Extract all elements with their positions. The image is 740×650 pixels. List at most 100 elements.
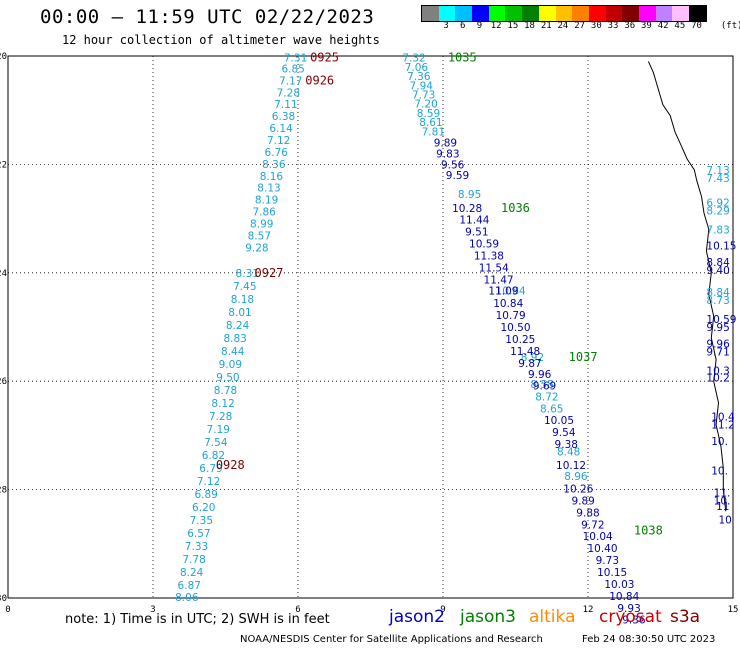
wave-height-value-light: 8.19 <box>255 195 278 207</box>
wave-height-value-light: 6.14 <box>269 123 293 135</box>
wave-height-value-dark: 10.40 <box>587 543 617 555</box>
y-tick-label: 30 <box>0 594 7 604</box>
wave-height-value-edge: 6.92 <box>706 197 729 209</box>
wave-height-value-light: 9.50 <box>216 372 239 384</box>
wave-height-value-dark: 9.96 <box>528 369 552 381</box>
wave-height-value-dark: 10.25 <box>505 334 535 346</box>
wave-height-value-edge: 8.84 <box>706 257 730 269</box>
pass-time-label: 1035 <box>448 51 477 65</box>
wave-height-value-dark: 10.15 <box>597 567 627 579</box>
wave-height-value-light: 8.92 <box>521 352 544 364</box>
wave-height-value-light: 6.89 <box>194 489 217 501</box>
wave-height-value-light: 8.18 <box>231 294 254 306</box>
wave-height-value-dark: 9.54 <box>552 427 576 439</box>
wave-height-value-light: 6.38 <box>272 111 295 123</box>
wave-height-value-light: 6.85 <box>281 63 304 75</box>
wave-height-value-light: 8.72 <box>535 391 558 403</box>
color-swatch <box>605 6 623 21</box>
wave-height-value-light: 7.45 <box>233 281 256 293</box>
satellite-cryosat-label: cryosat <box>599 607 662 627</box>
wave-height-value-light: 7.32 <box>402 53 425 65</box>
wave-height-value-dark: 10.26 <box>563 484 593 496</box>
wave-height-value-light: 7.28 <box>209 411 232 423</box>
wave-height-value-light: 8.31 <box>236 268 259 280</box>
wave-height-value-dark: 11.09 <box>488 286 518 298</box>
wave-height-value-light: 8.16 <box>260 171 284 183</box>
wave-height-value-light: 8.58 <box>530 379 553 391</box>
wave-height-value-edge: 10.2 <box>706 372 729 384</box>
color-swatch <box>588 6 606 21</box>
wave-height-value-dark: 10.28 <box>452 203 482 215</box>
wave-height-value-light: 7.31 <box>284 53 307 65</box>
color-swatch <box>455 6 473 21</box>
wave-height-value-light: 6.87 <box>178 580 201 592</box>
wave-height-value-edge: 7.43 <box>706 173 729 185</box>
wave-height-value-light: 7.28 <box>277 87 300 99</box>
wave-height-value-light: 7.12 <box>267 135 290 147</box>
wave-height-value-dark: 10.03 <box>604 579 634 591</box>
wave-height-value-dark: 9.73 <box>596 555 619 567</box>
wave-height-value-dark: 9.89 <box>434 138 457 150</box>
wave-height-value-light: 6.76 <box>265 147 289 159</box>
wave-height-value-light: 8.06 <box>175 592 199 604</box>
wave-height-value-light: 6.57 <box>187 528 210 540</box>
wave-height-value-light: 6.79 <box>199 463 222 475</box>
pass-time-label: 1037 <box>569 350 598 364</box>
wave-height-value-edge: 9.95 <box>706 322 729 334</box>
wave-height-value-dark: 10.84 <box>609 591 639 603</box>
map-frame <box>7 55 734 599</box>
wave-height-value-edge: 7.83 <box>706 224 729 236</box>
wave-height-value-edge: 10.4 <box>711 411 735 423</box>
wave-height-value-dark: 11.47 <box>484 274 514 286</box>
wave-height-value-light: 8.36 <box>262 159 286 171</box>
wave-height-value-light: 8.59 <box>417 108 440 120</box>
color-swatch <box>672 6 689 21</box>
wave-height-value-dark: 9.51 <box>465 227 488 239</box>
wave-height-value-edge: 9.96 <box>706 338 730 350</box>
wave-height-value-dark: 11.54 <box>479 262 509 274</box>
wave-height-value-edge: 10.15 <box>706 241 736 253</box>
wave-height-value-light: 7.33 <box>185 541 208 553</box>
pass-time-label: 1038 <box>634 523 663 537</box>
wave-height-value-dark: 10.04 <box>583 531 613 543</box>
x-tick-label: 15 <box>728 605 739 615</box>
map-note: note: 1) Time is in UTC; 2) SWH is in fe… <box>65 612 330 627</box>
x-tick-label: 6 <box>295 605 300 615</box>
wave-height-value-light: 8.24 <box>180 567 204 579</box>
wave-height-value-edge: 11 <box>716 501 729 513</box>
color-swatch <box>638 6 656 21</box>
satellite-altika-label: altika <box>529 607 576 627</box>
wave-height-value-edge: 8.73 <box>706 295 729 307</box>
wave-height-value-light: 8.48 <box>557 447 580 459</box>
wave-height-value-light: 10.84 <box>496 286 526 298</box>
color-swatch <box>538 6 556 21</box>
wave-height-value-light: 8.13 <box>257 183 280 195</box>
wave-height-value-dark: 9.56 <box>441 159 465 171</box>
wave-height-value-light: 7.94 <box>410 80 434 92</box>
wave-height-value-dark: 9.89 <box>571 495 594 507</box>
wave-height-value-edge: 8.84 <box>706 287 730 299</box>
wave-height-value-dark: 9.88 <box>576 507 599 519</box>
satellite-jason3-label: jason3 <box>460 607 516 627</box>
wave-height-value-dark: 9.87 <box>518 358 541 370</box>
pass-time-label: 0925 <box>310 51 339 65</box>
wave-height-value-edge: 10. <box>714 495 731 507</box>
wave-height-value-light: 8.65 <box>540 403 563 415</box>
wave-height-value-dark: 9.38 <box>555 439 578 451</box>
color-swatch <box>655 6 673 21</box>
wave-height-value-edge: 10. <box>711 466 728 478</box>
x-tick-label: 3 <box>150 605 155 615</box>
wave-height-value-dark: 9.69 <box>533 381 556 393</box>
pass-time-label: 0927 <box>255 266 284 280</box>
x-tick-label: 12 <box>583 605 594 615</box>
pass-time-label: 0926 <box>305 73 334 87</box>
wave-height-value-light: 8.99 <box>250 218 273 230</box>
color-scale-label: 30 <box>590 21 602 31</box>
wave-height-value-edge: 7.13 <box>706 165 729 177</box>
wave-height-value-edge: 11. <box>714 487 731 499</box>
color-swatch <box>572 6 589 21</box>
wave-height-value-dark: 9.36 <box>622 615 646 627</box>
wave-height-value-edge: 10. <box>711 436 728 448</box>
color-scale-label: 70 <box>691 21 702 31</box>
